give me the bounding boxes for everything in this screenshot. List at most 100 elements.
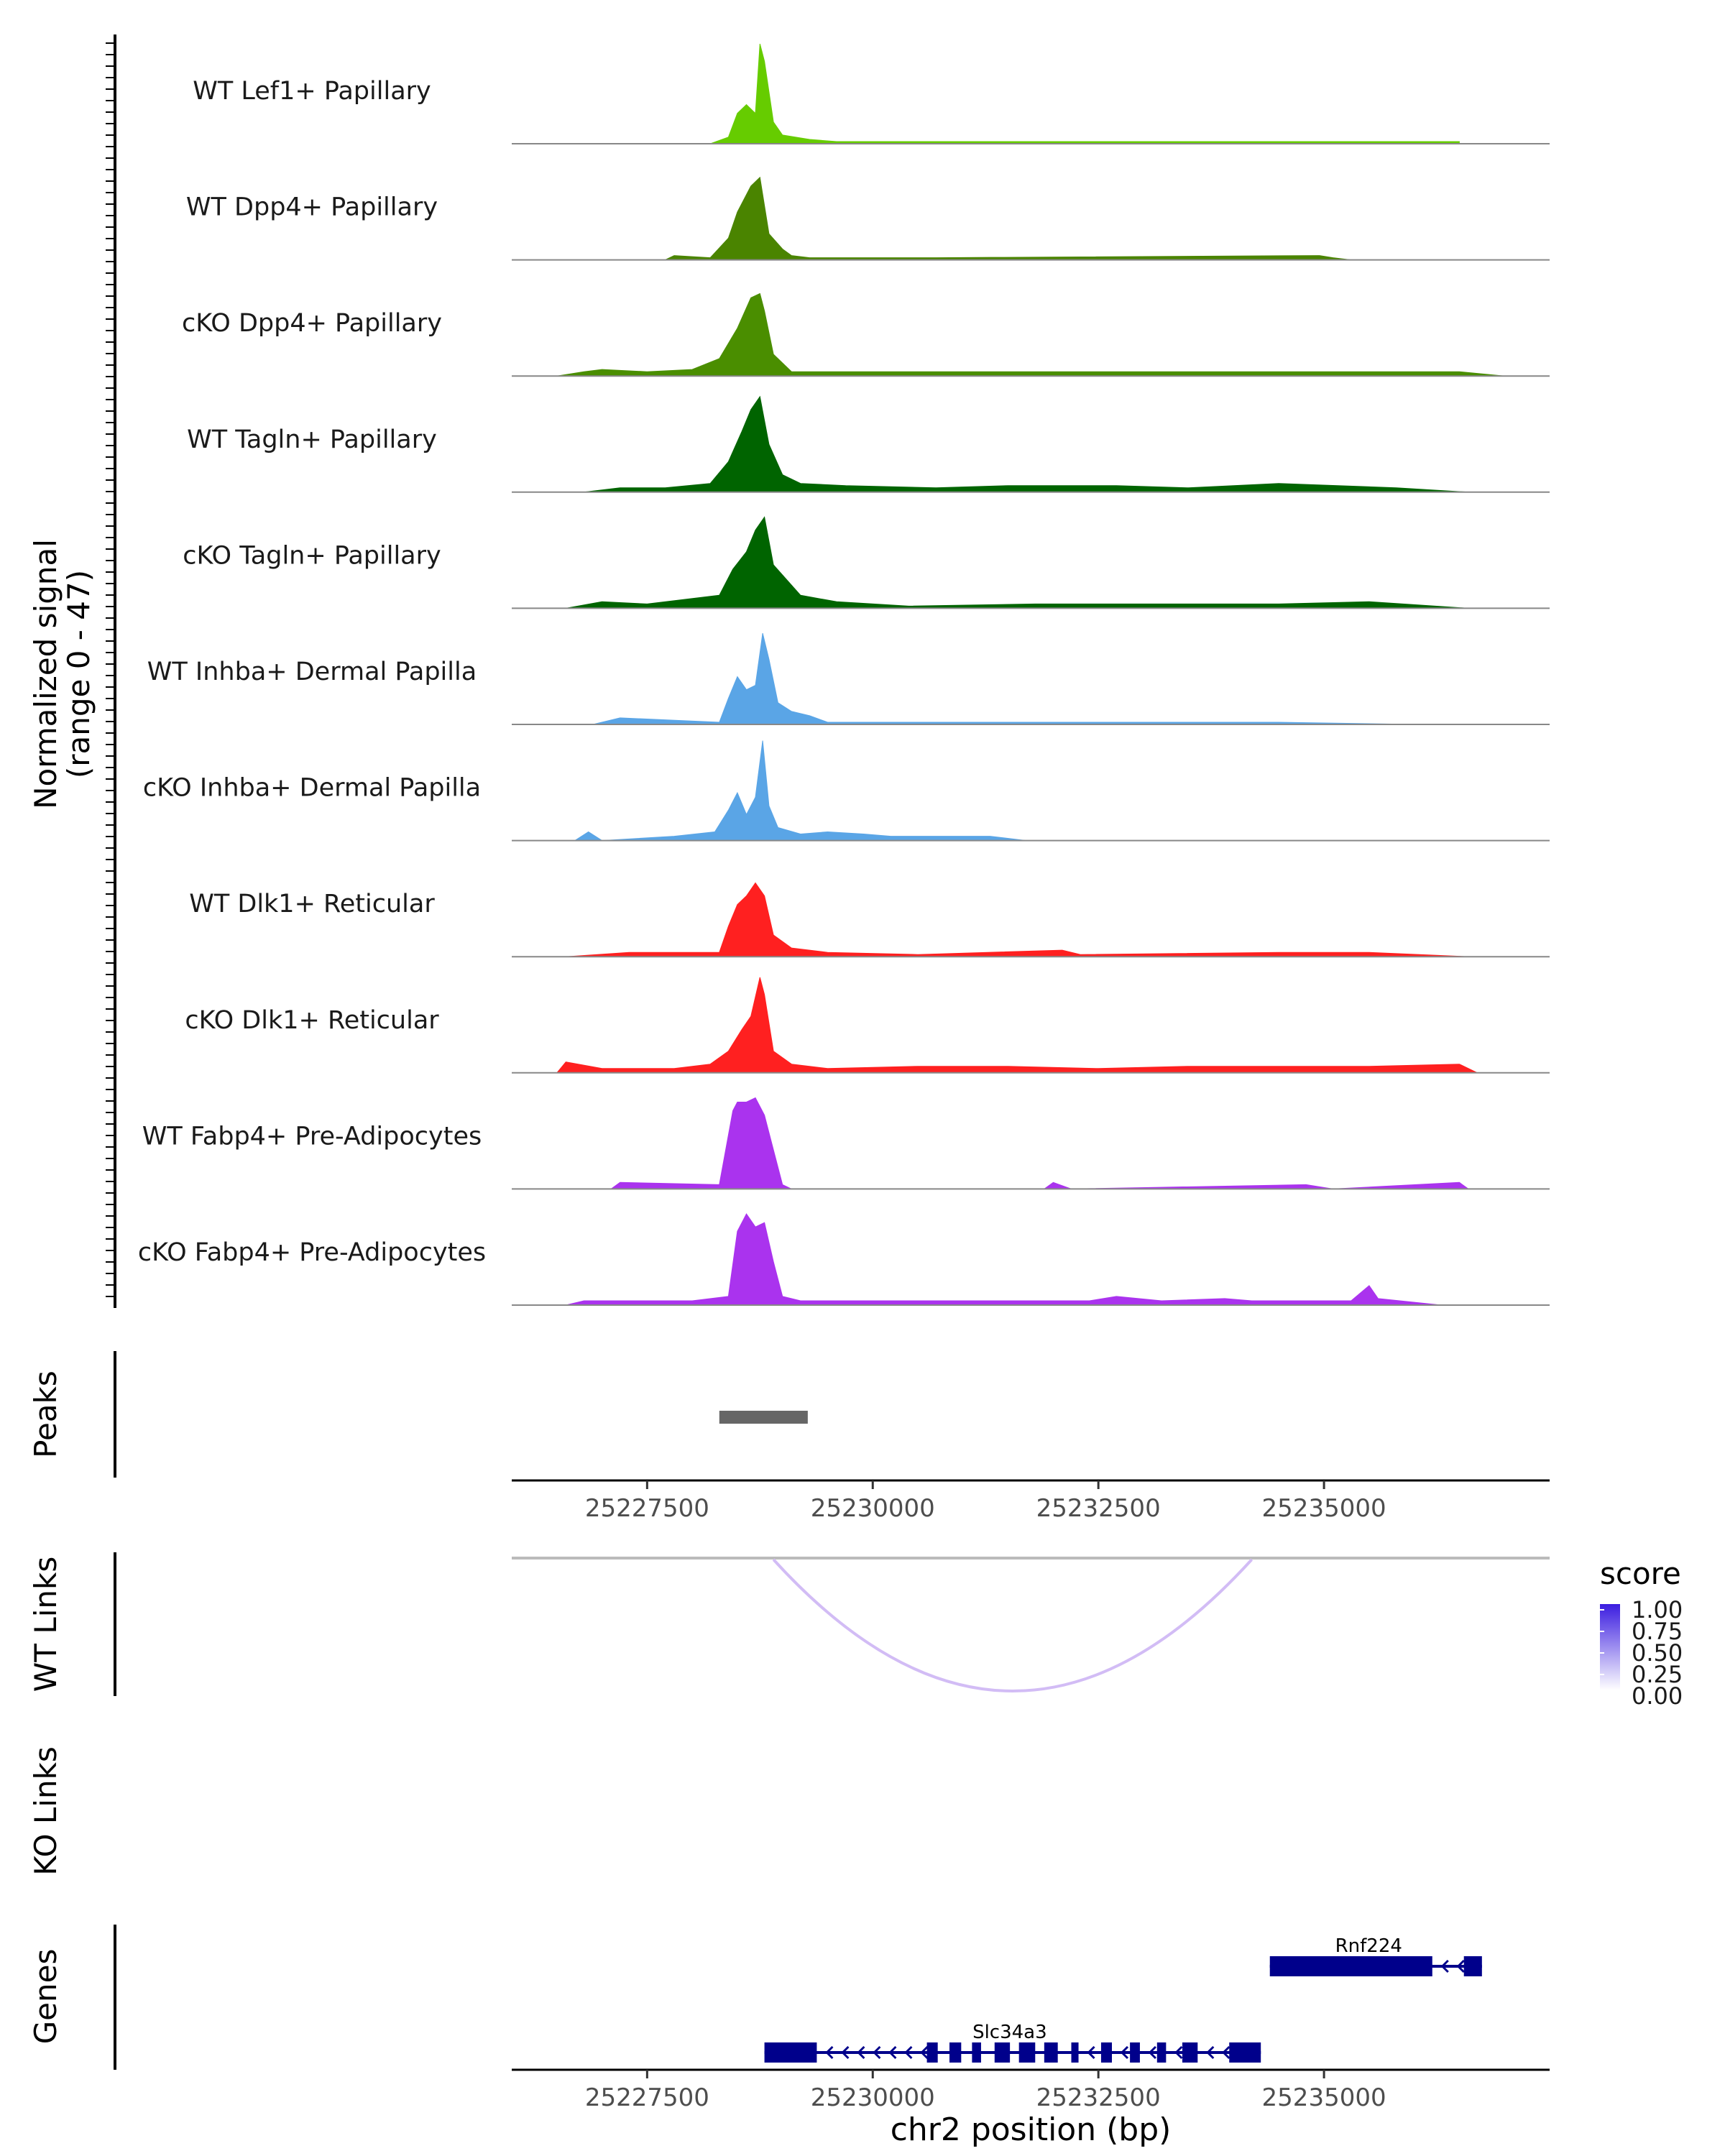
coverage-area (665, 176, 1351, 261)
legend-break-label: 0.50 (1632, 1639, 1683, 1667)
coverage-area (566, 882, 1469, 957)
coverage-tracks: WT Lef1+ Papillary WT Dpp4+ Papillary cKO … (138, 43, 1550, 1306)
coverage-area (584, 395, 1469, 493)
ko-links-label: KO Links (28, 1746, 63, 1876)
strand-arrow (888, 2045, 897, 2060)
track-label: WT Dlk1+ Reticular (189, 890, 435, 918)
track-label: cKO Dlk1+ Reticular (185, 1006, 439, 1035)
score-legend-title: score (1600, 1556, 1681, 1591)
peaks-panel: Peaks (28, 1351, 808, 1478)
legend-break-label: 1.00 (1632, 1596, 1683, 1623)
strand-arrow (1456, 1959, 1465, 1973)
gene-exon (1100, 2042, 1113, 2063)
link-arc (772, 1558, 1254, 1692)
lower-x-axis: 25227500 25230000 25232500 25235000 chr2 po… (512, 2068, 1550, 2148)
gene-exon (949, 2042, 962, 2063)
score-legend-breaks: 1.000.750.500.250.00 (1600, 1596, 1683, 1710)
track-label: WT Tagln+ Papillary (187, 425, 437, 454)
x-tick-label: 25232500 (1036, 1494, 1161, 1523)
coverage-track: cKO Dpp4+ Papillary (182, 292, 1550, 377)
gene-exon (1156, 2042, 1167, 2063)
x-tick-label: 25230000 (811, 2083, 935, 2112)
genes-label: Genes (28, 1949, 63, 2045)
coverage-y-ticks (106, 42, 115, 1297)
strand-arrow (1174, 2045, 1183, 2060)
wt-links (772, 1558, 1254, 1692)
x-tick-label: 25227500 (585, 2083, 709, 2112)
strand-arrow (1440, 1959, 1449, 1973)
coverage-y-axis: Normalized signal (range 0 - 47) (28, 34, 116, 1308)
strand-arrow (904, 2045, 913, 2060)
track-label: WT Dpp4+ Papillary (186, 193, 438, 222)
gene-exon (1269, 1956, 1432, 1976)
coverage-area (710, 43, 1460, 144)
coverage-track: cKO Tagln+ Papillary (183, 516, 1550, 609)
coverage-area (574, 740, 1026, 842)
gene-exon (1463, 1956, 1482, 1976)
coverage-track: WT Lef1+ Papillary (193, 43, 1550, 144)
coverage-track: cKO Inhba+ Dermal Papilla (143, 740, 1550, 842)
track-label: cKO Fabp4+ Pre-Adipocytes (138, 1238, 486, 1267)
coverage-ylabel: Normalized signal (28, 539, 63, 809)
coverage-track: WT Inhba+ Dermal Papilla (147, 632, 1550, 725)
strand-arrow (1148, 2045, 1156, 2060)
gene-models: Rnf224 Slc34a3 (764, 1935, 1482, 2063)
ko-links-panel: KO Links (28, 1746, 63, 1876)
coverage-track: WT Fabp4+ Pre-Adipocytes (142, 1097, 1550, 1190)
track-label: WT Lef1+ Papillary (193, 77, 431, 106)
gene-exon (926, 2042, 938, 2063)
gene-exon (764, 2042, 817, 2063)
genes-panel: Genes Rnf224 Slc34a3 (28, 1925, 1482, 2070)
gene-name-label: Rnf224 (1335, 1935, 1402, 1957)
peaks-label: Peaks (28, 1370, 63, 1458)
coverage-area (566, 1213, 1442, 1306)
x-axis-title: chr2 position (bp) (891, 2111, 1172, 2148)
track-label: cKO Dpp4+ Papillary (182, 309, 442, 338)
coverage-area (610, 1097, 1470, 1189)
coverage-track: WT Dpp4+ Papillary (186, 176, 1550, 261)
gene-exon (1071, 2042, 1079, 2063)
gene-exon (972, 2042, 981, 2063)
coverage-area (556, 292, 1505, 377)
upper-x-ticks: 25227500 25230000 25232500 25235000 (585, 1480, 1386, 1523)
x-tick-label: 25235000 (1262, 2083, 1386, 2112)
strand-arrow (1222, 2045, 1230, 2060)
gene-exon (1229, 2042, 1261, 2063)
coverage-area (592, 632, 1414, 725)
gene-model: Slc34a3 (764, 2022, 1261, 2063)
strand-arrow (1206, 2045, 1215, 2060)
coverage-track: cKO Dlk1+ Reticular (185, 977, 1550, 1074)
lower-x-ticks: 25227500 25230000 25232500 25235000 (585, 2070, 1386, 2112)
x-tick-label: 25227500 (585, 1494, 709, 1523)
strand-arrow (841, 2045, 850, 2060)
gene-exon (1130, 2042, 1140, 2063)
strand-arrow (873, 2045, 881, 2060)
gene-name-label: Slc34a3 (972, 2022, 1047, 2043)
score-legend-colorbar (1600, 1604, 1620, 1690)
track-label: cKO Tagln+ Papillary (183, 541, 441, 570)
track-label: WT Inhba+ Dermal Papilla (147, 658, 477, 686)
coverage-track: WT Tagln+ Papillary (187, 395, 1550, 493)
gene-exon (1018, 2042, 1036, 2063)
peak-regions (719, 1411, 808, 1424)
strand-arrow (920, 2045, 929, 2060)
x-tick-label: 25230000 (811, 1494, 935, 1523)
strand-arrow (857, 2045, 865, 2060)
strand-arrow (1120, 2045, 1129, 2060)
legend-break-label: 0.00 (1632, 1682, 1683, 1710)
x-tick-label: 25232500 (1036, 2083, 1161, 2112)
strand-arrow (1087, 2045, 1095, 2060)
gene-exon (994, 2042, 1011, 2063)
coverage-area (566, 516, 1469, 609)
legend-break-label: 0.25 (1632, 1661, 1683, 1688)
peak-region (719, 1411, 808, 1424)
strand-arrow (825, 2045, 834, 2060)
gene-exon (1044, 2042, 1058, 2063)
coverage-area (556, 977, 1478, 1074)
score-legend: score 1.000.750.500.250.00 (1600, 1556, 1683, 1710)
wt-links-label: WT Links (28, 1557, 63, 1692)
x-tick-label: 25235000 (1262, 1494, 1386, 1523)
legend-break-label: 0.75 (1632, 1618, 1683, 1645)
coverage-track: cKO Fabp4+ Pre-Adipocytes (138, 1213, 1550, 1306)
